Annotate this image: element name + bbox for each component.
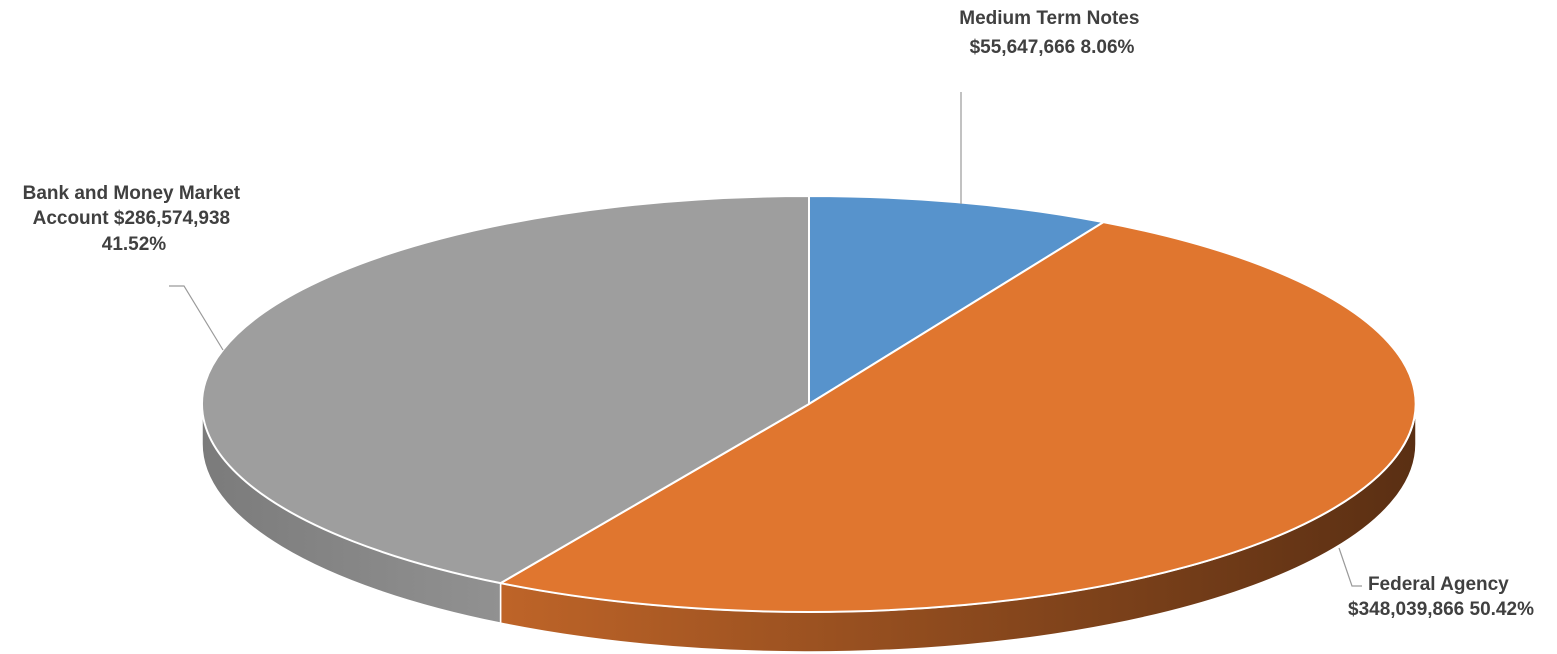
leader-line-bank-money-market [169, 285, 224, 351]
data-label-medium-term-notes: Medium Term Notes $55,647,666 8.06% [959, 8, 1144, 58]
data-label-line: Account $286,574,938 [33, 208, 231, 229]
pie-tops [200, 195, 1417, 613]
data-label-line: $55,647,666 8.06% [970, 37, 1135, 58]
data-label-federal-agency: Federal Agency $348,039,866 50.42% [1348, 574, 1534, 620]
pie-slice-bank-and-money-market-account [200, 195, 810, 585]
leader-line-federal-agency [1338, 547, 1362, 587]
data-label-line: 41.52% [102, 234, 167, 255]
data-label-line: Federal Agency [1368, 574, 1509, 595]
data-label-bank-money-market: Bank and Money Market Account $286,574,9… [23, 183, 246, 255]
leader-lines [169, 92, 1362, 587]
data-label-line: Bank and Money Market [23, 183, 241, 204]
pie-slice-federal-agency [499, 221, 1417, 613]
data-labels: Medium Term Notes $55,647,666 8.06% Fede… [23, 8, 1534, 620]
data-label-line: $348,039,866 50.42% [1348, 599, 1534, 620]
data-label-line: Medium Term Notes [959, 8, 1139, 29]
